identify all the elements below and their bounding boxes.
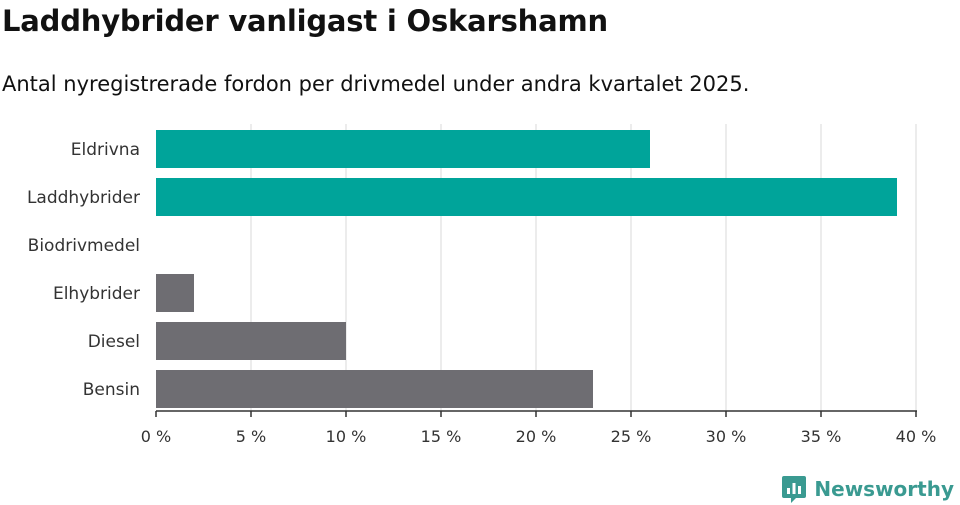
bar-eldrivna	[156, 130, 650, 168]
grid-lines	[250, 124, 917, 411]
category-labels: Eldrivna Laddhybrider Biodrivmedel Elhybrid…	[27, 140, 140, 400]
brand-logo: Newsworthy	[781, 474, 954, 504]
category-label: Elhybrider	[53, 284, 140, 304]
category-label: Diesel	[88, 332, 140, 352]
x-tick-label: 5 %	[236, 427, 266, 446]
x-tick-label: 40 %	[896, 427, 937, 446]
category-label: Eldrivna	[71, 140, 140, 160]
x-tick-label: 35 %	[801, 427, 842, 446]
bar-bensin	[156, 370, 593, 408]
category-label: Bensin	[83, 380, 140, 400]
newsworthy-logo-icon	[782, 476, 807, 503]
brand-name: Newsworthy	[814, 477, 954, 501]
chart-subtitle: Antal nyregistrerade fordon per drivmede…	[2, 72, 750, 96]
x-axis: 0 % 5 % 10 % 15 % 20 % 25 % 30 % 35 % 40 %	[141, 410, 937, 446]
bar-diesel	[156, 322, 346, 360]
x-tick-label: 0 %	[141, 427, 171, 446]
category-label: Biodrivmedel	[28, 236, 140, 256]
x-tick-label: 30 %	[706, 427, 747, 446]
bars	[156, 130, 897, 408]
bar-laddhybrider	[156, 178, 897, 216]
x-tick-label: 15 %	[421, 427, 462, 446]
category-label: Laddhybrider	[27, 188, 140, 208]
chart-title: Laddhybrider vanligast i Oskarshamn	[2, 4, 608, 38]
bar-elhybrider	[156, 274, 194, 312]
x-tick-label: 25 %	[611, 427, 652, 446]
x-tick-label: 10 %	[326, 427, 367, 446]
x-tick-label: 20 %	[516, 427, 557, 446]
